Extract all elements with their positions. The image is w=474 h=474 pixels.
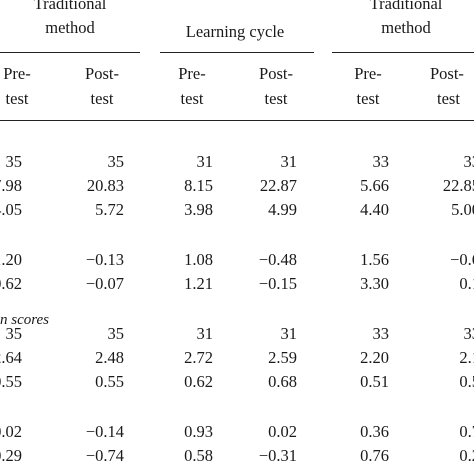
table-cell: 20.83 (86, 176, 124, 195)
table-cell: 0.51 (360, 372, 389, 391)
table-cell: 2.72 (184, 348, 213, 367)
table-cell: −0.31 (258, 446, 297, 465)
table-cell: 4.05 (0, 200, 22, 219)
table-cell: −0.13 (85, 250, 124, 269)
table-cell: 2.1 (459, 348, 474, 367)
header-traditional-2-line2: method (381, 18, 431, 37)
table-cell: 1.21 (184, 274, 213, 293)
table-cell: 35 (107, 324, 125, 343)
table-cell: 5.66 (360, 176, 389, 195)
table-cell: 0.58 (184, 446, 213, 465)
header-traditional-1-line2: method (45, 18, 95, 37)
table-cell: 0.36 (360, 422, 389, 441)
header-learning-cycle: Learning cycle (185, 22, 285, 41)
table-cell: 2.48 (95, 348, 124, 367)
table-cell: 35 (5, 324, 23, 343)
subheader-pre-2-test: test (180, 89, 204, 108)
subheader-pre-2: Pre- (178, 64, 206, 83)
subheader-pre-1: Pre- (3, 64, 31, 83)
subheader-post-2-test: test (264, 89, 288, 108)
table-cell: 22.87 (259, 176, 297, 195)
table-cell: 8.15 (184, 176, 213, 195)
table-cell: −0.48 (258, 250, 297, 269)
subheader-post-1: Post- (85, 64, 119, 83)
subheader-post-3-test: test (437, 89, 460, 108)
table-cell: 5.72 (95, 200, 124, 219)
table-cell: 3.30 (360, 274, 389, 293)
table-cell: 5.00 (451, 200, 474, 219)
table-cell: 33 (372, 152, 390, 171)
table-cell: 33 (372, 324, 390, 343)
table-cell: 35 (107, 152, 125, 171)
subheader-rule (0, 120, 474, 121)
table-cell: 22.85 (442, 176, 474, 195)
table-cell: 0.7 (459, 422, 474, 441)
header-rule-traditional-1 (0, 52, 140, 53)
header-rule-learning-cycle (160, 52, 314, 53)
subheader-pre-3-test: test (356, 89, 380, 108)
table-cell: −0.74 (85, 446, 124, 465)
table-cell: 0.55 (0, 372, 22, 391)
table-cell: 0.93 (184, 422, 213, 441)
table-cell: 0.02 (0, 422, 22, 441)
subheader-pre-3: Pre- (354, 64, 382, 83)
table-cell: 0.62 (0, 274, 22, 293)
subheader-post-3: Post- (430, 64, 464, 83)
table-cell: −0.14 (85, 422, 124, 441)
table-cell: 1.20 (0, 250, 22, 269)
table-cell: 0.1 (459, 274, 474, 293)
table-cell: 31 (196, 152, 214, 171)
table-cell: 4.99 (268, 200, 297, 219)
table-cell: 0.2 (459, 446, 474, 465)
table-cell: 1.56 (360, 250, 389, 269)
table-cell: 2.59 (268, 348, 297, 367)
table-cell: −0.6 (450, 250, 474, 269)
table-cell: 0.55 (95, 372, 124, 391)
header-traditional-1-line1: Traditional (33, 0, 107, 13)
table-cell: 3.98 (184, 200, 213, 219)
table-cell: −0.07 (85, 274, 124, 293)
table-cell: 0.62 (184, 372, 213, 391)
table-cell: 4.40 (360, 200, 389, 219)
subheader-post-2: Post- (259, 64, 293, 83)
table-cell: 0.02 (268, 422, 297, 441)
subheader-post-1-test: test (90, 89, 114, 108)
table-cell: −0.15 (258, 274, 297, 293)
table-cell: 35 (5, 152, 23, 171)
header-traditional-2-line1: Traditional (369, 0, 443, 13)
table-cell: 33 (463, 324, 474, 343)
table-cell: 2.20 (360, 348, 389, 367)
table-cell: 7.98 (0, 176, 22, 195)
table-cell: 31 (280, 324, 298, 343)
subheader-pre-1-test: test (5, 89, 29, 108)
header-rule-traditional-2 (332, 52, 474, 53)
table-cell: 1.08 (184, 250, 213, 269)
section-label: n scores (0, 312, 50, 328)
table-cell: 0.68 (268, 372, 297, 391)
table-cell: −0.29 (0, 446, 22, 465)
table-cell: 31 (280, 152, 298, 171)
table-cell: 33 (463, 152, 474, 171)
table-cell: 2.64 (0, 348, 22, 367)
table-cell: 0.76 (360, 446, 389, 465)
table-cell: 0.5 (459, 372, 474, 391)
table-cell: 31 (196, 324, 214, 343)
